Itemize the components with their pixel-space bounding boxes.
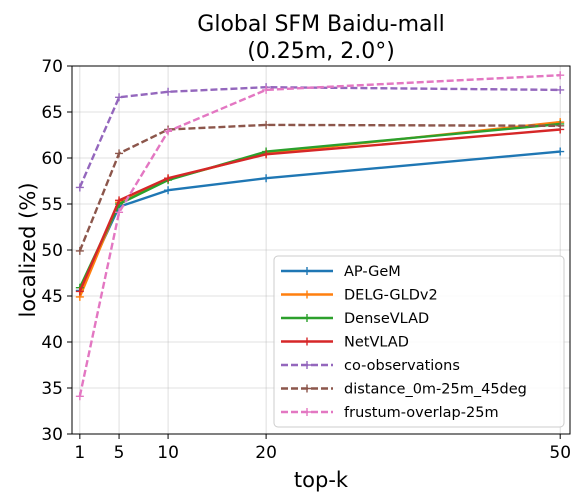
x-tick-label: 50 — [549, 443, 571, 463]
data-point — [164, 87, 173, 96]
data-point — [556, 71, 565, 80]
y-tick-label: 50 — [41, 241, 63, 261]
x-tick-label: 1 — [74, 443, 85, 463]
data-point — [75, 392, 84, 401]
data-point — [115, 208, 124, 217]
chart-title: Global SFM Baidu-mall — [197, 12, 444, 37]
series-layer — [75, 71, 565, 401]
legend-box — [273, 255, 565, 428]
y-tick-label: 60 — [41, 149, 63, 169]
legend-marker — [303, 290, 311, 299]
data-point — [164, 174, 173, 183]
series-frustum-overlap-25m — [75, 71, 565, 401]
data-point — [115, 149, 124, 158]
chart-subtitle: (0.25m, 2.0°) — [247, 39, 395, 64]
y-tick-label: 70 — [41, 57, 63, 77]
legend-item: distance_0m-25m_45deg — [281, 382, 527, 398]
y-tick-label: 30 — [41, 425, 63, 445]
legend-item: frustum-overlap-25m — [281, 405, 499, 421]
legend-marker — [303, 337, 311, 346]
legend-label: DELG-GLDv2 — [344, 288, 438, 304]
legend-label: DenseVLAD — [344, 311, 429, 327]
data-point — [556, 121, 565, 130]
legend-item: DELG-GLDv2 — [281, 288, 438, 304]
legend-item: DenseVLAD — [281, 311, 429, 327]
legend-marker — [303, 384, 311, 393]
legend-marker — [303, 408, 311, 416]
legend-item: co-observations — [281, 358, 460, 374]
legend-marker — [303, 361, 311, 369]
legend-item: NetVLAD — [281, 335, 409, 351]
legend-item: AP-GeM — [281, 264, 401, 280]
y-tick-label: 55 — [41, 195, 63, 215]
y-tick-label: 65 — [41, 103, 63, 123]
data-point — [164, 186, 173, 195]
data-point — [556, 85, 565, 94]
data-point — [262, 85, 271, 94]
x-tick-label: 20 — [255, 443, 277, 463]
legend-label: distance_0m-25m_45deg — [344, 382, 527, 398]
legend-label: co-observations — [344, 358, 460, 374]
series-distance_0m-25m_45deg — [75, 120, 565, 255]
ticks: 30 35 40 45 50 55 60 65 70 1 5 10 20 50 — [41, 57, 571, 463]
y-tick-label: 40 — [41, 333, 63, 353]
series-co-observations — [75, 83, 565, 192]
data-point — [115, 196, 124, 205]
y-axis-label: localized (%) — [16, 182, 40, 317]
data-point — [164, 127, 173, 136]
legend: AP-GeM DELG-GLDv2 DenseVLAD NetVLAD co-obser… — [273, 255, 565, 428]
legend-marker — [303, 267, 311, 275]
data-point — [262, 120, 271, 129]
x-tick-label: 10 — [157, 443, 179, 463]
series-line — [78, 85, 561, 188]
x-tick-label: 5 — [114, 443, 125, 463]
data-point — [75, 183, 84, 192]
legend-marker — [303, 314, 311, 322]
data-point — [262, 174, 271, 183]
y-tick-label: 45 — [41, 287, 63, 307]
data-point — [556, 147, 565, 156]
series-line — [78, 123, 561, 252]
data-point — [75, 287, 84, 296]
data-point — [262, 150, 271, 159]
legend-label: frustum-overlap-25m — [344, 405, 499, 421]
x-axis-label: top-k — [294, 468, 349, 492]
data-point — [75, 246, 84, 255]
legend-label: AP-GeM — [344, 264, 401, 280]
data-point — [115, 93, 124, 102]
y-tick-label: 35 — [41, 379, 63, 399]
legend-label: NetVLAD — [344, 335, 409, 351]
